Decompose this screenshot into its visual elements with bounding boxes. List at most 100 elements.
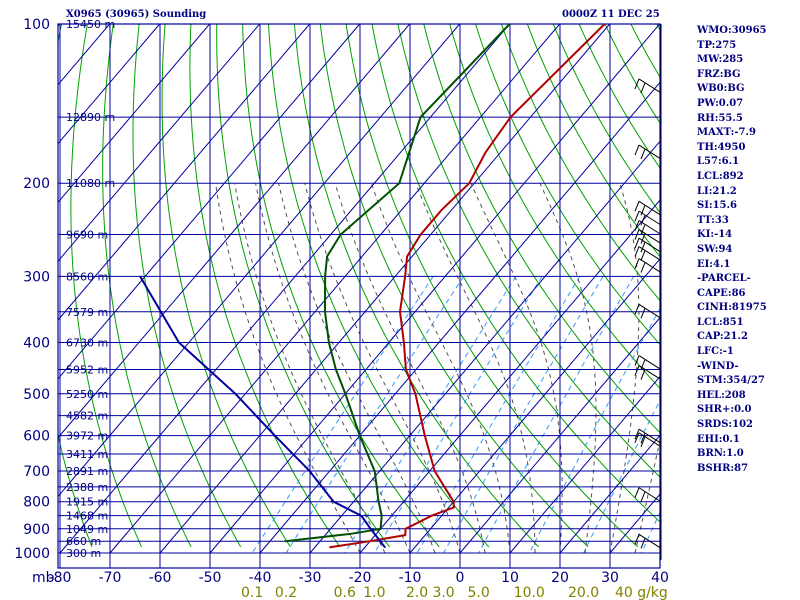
wind-barb: [634, 303, 662, 319]
wind-barb-flag: [640, 436, 646, 448]
index-value: 354/27: [726, 375, 765, 387]
isotherm: [0, 24, 10, 553]
pressure-tick-label: 900: [23, 522, 50, 538]
index-key: BRN:: [697, 448, 727, 460]
isotherm: [259, 81, 660, 554]
wind-barb-flag: [640, 262, 646, 273]
moist-adiabat: [634, 437, 660, 554]
isotherm: [209, 24, 660, 554]
index-value: 0.0: [734, 404, 752, 416]
height-label: 6730 m: [66, 336, 108, 349]
isotherm: [159, 24, 611, 554]
dry-adiabat: [70, 24, 142, 548]
height-label: 3972 m: [66, 430, 108, 443]
index-key: MW:: [697, 54, 723, 66]
temperature-tick-label: -60: [149, 570, 172, 586]
dry-adiabat: [786, 24, 800, 547]
background-lines: [0, 24, 800, 554]
pressure-tick-label: 800: [23, 495, 50, 511]
index-item: SHR+:0.0: [697, 403, 767, 418]
index-value: 6.1: [721, 156, 740, 168]
isotherm: [58, 24, 211, 204]
parcel-point: [360, 515, 363, 517]
index-key: SI:: [697, 200, 713, 212]
temperature-point: [404, 528, 407, 530]
height-label: 1049 m: [66, 523, 108, 536]
temperature-point: [404, 534, 407, 536]
index-value: 0.1: [722, 433, 740, 445]
mixing-ratio-label: 3.0: [432, 585, 454, 600]
isotherm: [58, 24, 311, 321]
height-label: 12890 m: [66, 111, 115, 124]
index-value: 1.0: [726, 448, 744, 460]
index-item: TH:4950: [697, 141, 767, 156]
mixing-ratio-label: 40 g/kg: [615, 585, 668, 600]
index-value: 15.6: [712, 200, 737, 212]
wind-barb: [634, 200, 662, 216]
temperature-tick-label: 30: [601, 570, 619, 586]
isotherm: [59, 24, 511, 554]
index-item: KI:-14: [697, 228, 767, 243]
index-value: 86: [731, 287, 746, 299]
wind-barb-staff: [638, 220, 662, 235]
dewpoint-point: [350, 533, 353, 535]
temperature-profile: [329, 24, 606, 549]
index-value: -7.9: [734, 127, 756, 139]
parcel-point: [178, 341, 180, 344]
index-value: 87: [734, 462, 749, 474]
wind-barb: [634, 355, 662, 370]
dewpoint-point: [377, 500, 380, 503]
index-key: EI:: [697, 258, 713, 270]
wind-barb: [634, 487, 662, 503]
index-value: 892: [722, 170, 744, 182]
wind-barb-flag: [640, 538, 646, 549]
parcel-point: [384, 546, 386, 548]
dry-adiabat: [526, 24, 660, 258]
height-label: 15450 m: [66, 18, 115, 31]
isotherm: [509, 375, 660, 554]
dewpoint-point: [419, 116, 422, 118]
wind-barb-staff: [638, 229, 662, 244]
index-value: 285: [722, 54, 744, 66]
height-label: 1915 m: [66, 496, 108, 509]
wind-barb-staff: [638, 428, 662, 444]
dewpoint-point: [335, 368, 337, 371]
index-key: TH:: [697, 141, 718, 153]
wind-barb: [634, 144, 662, 160]
wind-barb-flag: [634, 229, 640, 240]
index-item: STM:354/27: [697, 374, 767, 389]
wind-barb-staff: [638, 210, 662, 226]
index-value: 4950: [717, 141, 746, 153]
wind-barb-flag: [634, 487, 640, 498]
wind-barb-staff: [638, 487, 662, 503]
temperature-point: [430, 514, 433, 517]
wind-barb-flag: [634, 432, 640, 444]
parcel-point: [332, 500, 335, 503]
dry-adiabat: [216, 24, 391, 548]
mixing-ratio-line: [251, 276, 434, 554]
height-label: 4582 m: [66, 410, 108, 423]
index-key: WMO:: [697, 25, 732, 36]
height-label: 7579 m: [66, 306, 108, 319]
mixing-ratio-label: 10.0: [514, 585, 545, 600]
wind-barb: [634, 220, 662, 235]
index-key: CINH:: [697, 302, 732, 314]
pressure-tick-label: 1000: [14, 546, 50, 562]
height-label: 2388 m: [66, 481, 108, 494]
pressure-tick-label: 400: [23, 335, 50, 351]
index-key: WB0:: [697, 83, 728, 95]
index-key: LCL:: [697, 170, 723, 182]
temperature-point: [329, 546, 331, 548]
temperature-point: [399, 311, 401, 313]
index-key: CAPE:: [697, 287, 732, 299]
wind-barb-staff: [638, 78, 662, 94]
index-key: EHI:: [697, 433, 723, 445]
index-value: 33: [714, 214, 729, 226]
index-item: LCL:851: [697, 316, 767, 331]
wind-barb-staff: [638, 200, 662, 216]
pressure-tick-label: 300: [23, 269, 50, 285]
wind-barb-flag: [634, 220, 640, 231]
index-value: 0.07: [718, 97, 744, 109]
dry-adiabat: [161, 24, 291, 548]
index-value: 94: [718, 243, 733, 255]
